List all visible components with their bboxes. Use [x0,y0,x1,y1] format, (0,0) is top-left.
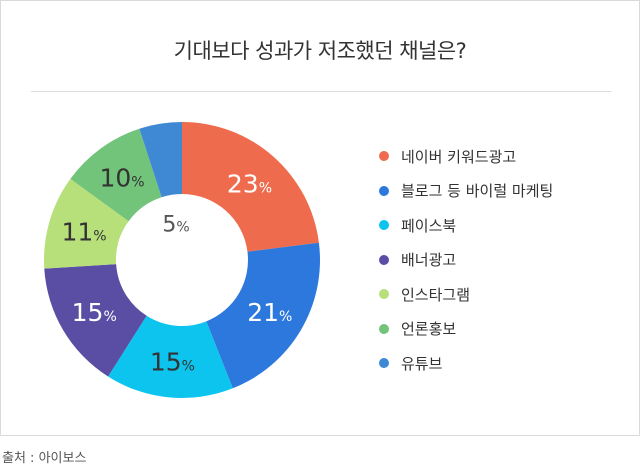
legend-label: 블로그 등 바이럴 마케팅 [401,182,554,201]
slice-label-6: 10% [99,163,144,192]
legend-item: 네이버 키워드광고 [379,139,553,174]
legend-label: 유튜브 [401,354,443,373]
legend-item: 배너광고 [379,243,553,278]
donut-slice-3 [108,315,233,398]
legend-swatch [379,185,389,196]
legend-swatch [379,220,389,231]
slice-label-3: 15% [150,348,195,377]
legend-swatch [379,358,389,369]
legend-item: 유튜브 [379,346,553,381]
legend-label: 언론홍보 [401,320,457,339]
slice-label-1: 23% [227,169,272,198]
title-divider [31,91,611,92]
donut-slice-7 [139,122,182,198]
legend-item: 페이스북 [379,208,553,243]
legend-label: 페이스북 [401,216,457,235]
legend-label: 인스타그램 [401,285,471,304]
slice-label-5: 11% [61,218,106,247]
legend-swatch [379,289,389,300]
legend-swatch [379,323,389,334]
legend-item: 블로그 등 바이럴 마케팅 [379,174,553,209]
donut-slice-1 [182,122,319,252]
legend-label: 배너광고 [401,251,457,270]
donut-slice-6 [70,128,162,222]
slice-label-2: 21% [247,298,292,327]
legend-swatch [379,151,389,162]
legend-label: 네이버 키워드광고 [401,147,517,166]
donut-slice-2 [206,242,320,389]
slice-label-7: 5% [162,212,189,237]
donut-chart: 23% 21% 15% 15% 11% 10% 5% [44,122,320,398]
legend-item: 인스타그램 [379,277,553,312]
chart-title: 기대보다 성과가 저조했던 채널은? [173,39,467,63]
legend-swatch [379,254,389,265]
slice-label-4: 15% [72,298,117,327]
donut-slice-4 [44,264,147,377]
legend-item: 언론홍보 [379,312,553,347]
donut-slice-5 [44,178,129,269]
source-note: 출처 : 아이보스 [2,451,87,466]
chart-panel: 기대보다 성과가 저조했던 채널은? 23% 21% 15% 15% 11% 10% 5% … [0,0,640,436]
